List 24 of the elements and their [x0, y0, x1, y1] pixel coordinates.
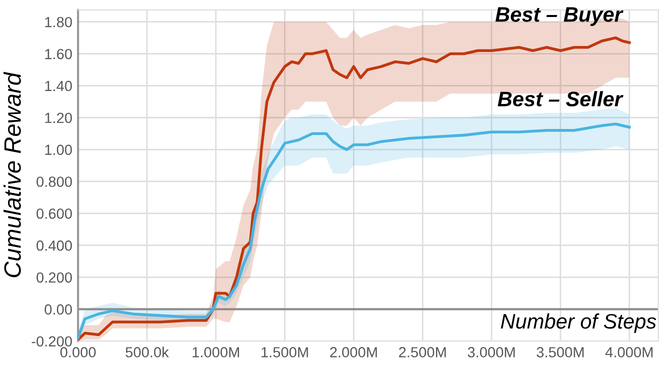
y-axis-title: Cumulative Reward [4, 72, 21, 278]
y-tick-label: 0.600 [36, 208, 72, 219]
y-tick-label: 0.800 [36, 176, 72, 187]
x-axis-title: Number of Steps [500, 313, 656, 333]
x-tick-label: 3.000M [468, 347, 515, 358]
y-tick-label: 1.40 [45, 80, 72, 92]
y-tick-label: 1.60 [45, 48, 72, 60]
x-tick-label: 1.000M [192, 347, 239, 358]
y-tick-label: 1.80 [45, 16, 72, 28]
y-tick-label: 0.00 [44, 304, 72, 315]
x-tick-label: 1.500M [262, 347, 308, 358]
y-tick-label: 0.200 [36, 272, 72, 283]
series-label: Best – Buyer [495, 7, 624, 26]
y-tick-label: -0.200 [32, 336, 72, 347]
x-tick-label: 0.000 [60, 347, 96, 358]
y-tick-label: 1.20 [45, 112, 72, 124]
x-tick-label: 500.0k [126, 346, 169, 358]
y-tick-label: 1.00 [45, 144, 72, 155]
x-tick-label: 2.000M [330, 347, 377, 358]
x-tick-label: 2.500M [399, 347, 446, 358]
x-tick-label: 4.000M [605, 347, 653, 358]
y-tick-label: 0.400 [36, 240, 72, 251]
x-tick-label: 3.500M [536, 347, 584, 358]
series-label: Best – Seller [498, 91, 624, 106]
